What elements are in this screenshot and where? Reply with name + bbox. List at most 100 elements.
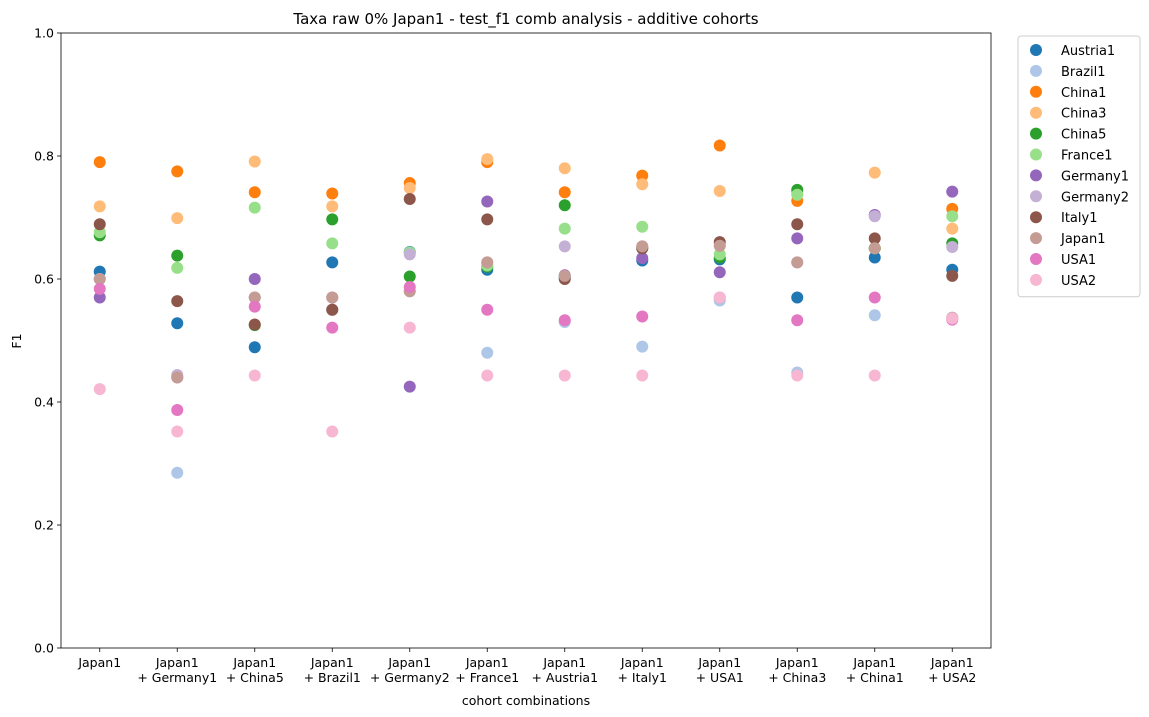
x-tick-label: + USA1 [696, 670, 744, 685]
data-point [171, 212, 184, 225]
data-point [558, 186, 571, 199]
data-point [171, 466, 184, 479]
x-tick-label: Japan1 [620, 655, 664, 670]
data-point [713, 248, 726, 261]
x-tick-label: Japan1 [930, 655, 974, 670]
data-point [171, 371, 184, 384]
data-point [93, 218, 106, 231]
legend: Austria1 Brazil1 China1 China3 China5 France1… [1017, 35, 1141, 298]
data-point [481, 195, 494, 208]
data-point [248, 155, 261, 168]
legend-marker [1030, 273, 1042, 286]
data-point [791, 232, 804, 245]
y-axis-label: F1 [9, 333, 24, 348]
legend-label: France1 [1061, 149, 1113, 164]
data-point [868, 309, 881, 322]
legend-entry: Brazil1 [1030, 64, 1106, 80]
legend-marker [1030, 127, 1042, 140]
data-point [171, 317, 184, 330]
data-point [636, 240, 649, 253]
data-point [171, 249, 184, 262]
data-point [481, 213, 494, 226]
x-tick-label: + Brazil1 [304, 670, 361, 685]
series-Germany2 [93, 210, 959, 381]
data-point [791, 314, 804, 327]
data-point [248, 273, 261, 285]
y-tick-label: 1.0 [34, 26, 54, 41]
data-point [248, 291, 261, 304]
data-point [791, 188, 804, 201]
data-point [171, 403, 184, 416]
data-point [248, 300, 261, 313]
plot-area [60, 32, 992, 649]
legend-entry: China1 [1030, 85, 1106, 101]
data-point [93, 383, 106, 396]
y-tick-label: 0.2 [34, 518, 54, 533]
data-point [946, 210, 959, 223]
legend-entry: China3 [1030, 106, 1106, 122]
x-tick-label: + Italy1 [617, 670, 667, 685]
data-point [636, 310, 649, 323]
x-axis-label: cohort combinations [462, 693, 590, 708]
x-tick-label: + China3 [768, 670, 826, 685]
y-axis: 0.0 0.2 0.4 0.6 0.8 1.0 [34, 26, 61, 656]
legend-label: China1 [1061, 86, 1106, 101]
data-point [868, 210, 881, 223]
data-point [868, 369, 881, 382]
series-Germany1 [93, 185, 959, 393]
legend-label: China5 [1061, 128, 1106, 143]
data-point [171, 425, 184, 438]
data-point [481, 153, 494, 166]
legend-marker [1030, 64, 1042, 77]
data-point [791, 256, 804, 269]
data-point [558, 199, 571, 212]
legend-marker [1030, 190, 1042, 203]
legend-marker [1030, 253, 1042, 265]
series-Austria1 [93, 245, 959, 354]
data-point [326, 200, 339, 213]
data-point [791, 369, 804, 382]
series-Italy1 [93, 193, 959, 331]
data-point [481, 369, 494, 382]
legend-label: USA1 [1061, 253, 1096, 268]
data-point [868, 166, 881, 179]
data-point [558, 369, 571, 382]
data-point [326, 425, 339, 438]
legend-entry: Germany2 [1030, 190, 1129, 205]
legend-entry: USA2 [1030, 273, 1096, 289]
x-tick-label: Japan1 [77, 655, 121, 670]
legend-label: Germany1 [1061, 169, 1129, 184]
data-point [558, 314, 571, 327]
legend-entry: France1 [1030, 148, 1113, 164]
x-tick-label: + Germany1 [137, 670, 217, 685]
data-points [93, 139, 959, 479]
data-point [558, 222, 571, 235]
x-tick-label: + USA2 [928, 670, 976, 685]
data-point [636, 178, 649, 191]
y-tick-label: 0.6 [34, 272, 54, 287]
data-point [326, 187, 339, 200]
data-point [171, 261, 184, 274]
data-point [946, 222, 959, 235]
legend-label: China3 [1061, 107, 1106, 122]
data-point [946, 241, 959, 254]
legend-entry: China5 [1030, 127, 1106, 143]
legend-marker [1030, 232, 1042, 245]
legend-label: Brazil1 [1061, 65, 1106, 80]
x-tick-label: Japan1 [542, 655, 586, 670]
data-point [93, 291, 106, 304]
x-tick-label: Japan1 [387, 655, 431, 670]
x-tick-label: Japan1 [697, 655, 741, 670]
x-tick-label: Japan1 [310, 655, 354, 670]
series-China1 [93, 139, 959, 255]
data-point [326, 256, 339, 269]
data-point [713, 185, 726, 198]
data-point [248, 186, 261, 199]
series-Japan1 [93, 239, 959, 384]
data-point [636, 220, 649, 233]
data-point [326, 291, 339, 304]
data-point [248, 201, 261, 214]
data-point [558, 162, 571, 175]
data-point [558, 240, 571, 253]
